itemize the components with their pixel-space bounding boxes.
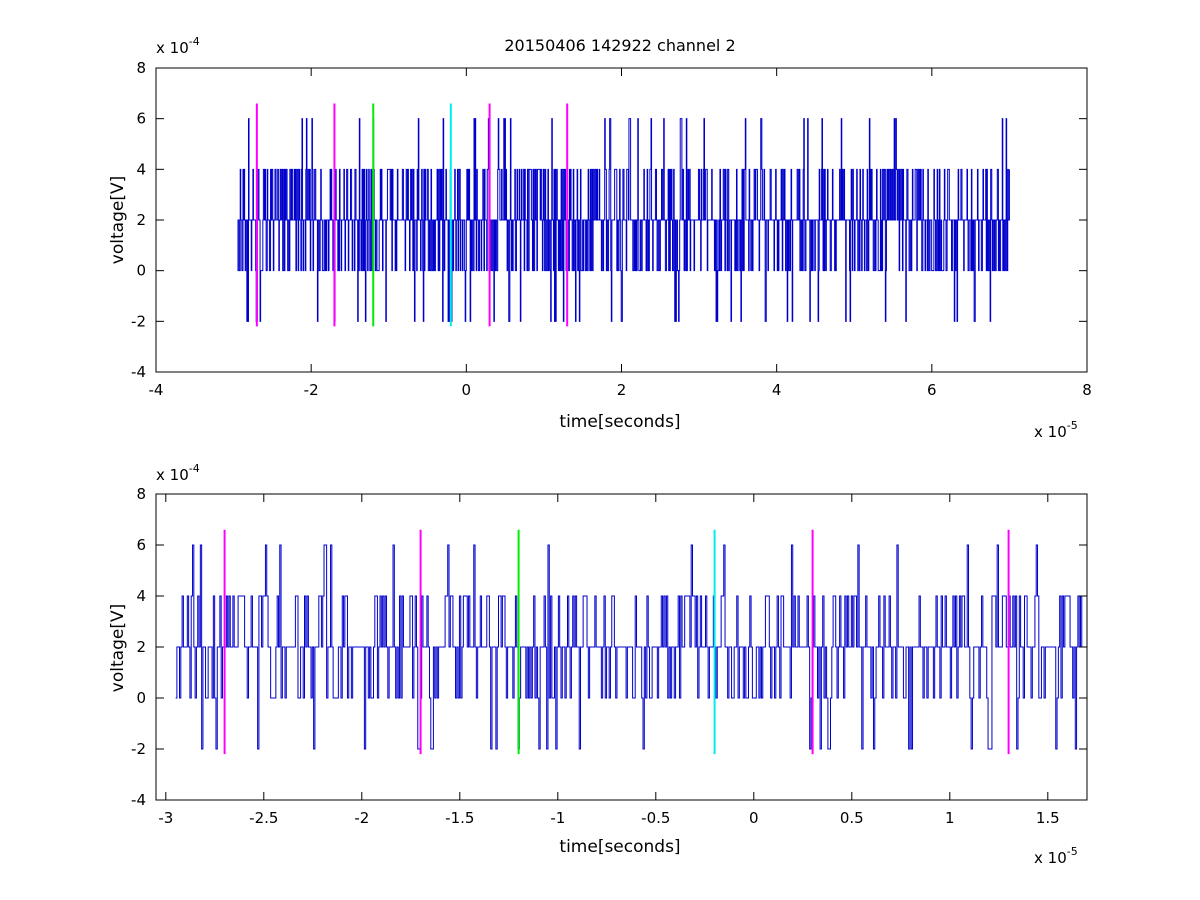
top-marker-layer [255,103,569,327]
top-y-tick-label: 8 [136,59,146,77]
bottom-x-tick-label: -3 [158,809,173,827]
bottom-x-tick-label: -2 [354,809,369,827]
bottom-y-exponent-base: x 10 [156,466,189,484]
bottom-y-tick-label: -2 [131,740,146,758]
top-y-tick-label: -4 [131,363,146,381]
bottom-y-exponent-power: -4 [189,462,200,475]
bottom-x-exponent-power: -5 [1067,845,1078,858]
top-tick-layer: -4 -2 0 2 4 6 8 -4 -2 0 2 4 6 8 [131,59,1092,399]
top-x-tick-label: 8 [1082,381,1092,399]
bottom-y-axis-label: voltage[V] [108,604,128,692]
bottom-x-tick-label: 0 [749,809,759,827]
top-y-tick-label: 2 [136,211,146,229]
bottom-x-tick-label: -0.5 [641,809,670,827]
bottom-x-exponent: x 10-5 [1034,845,1078,867]
top-y-exponent-base: x 10 [156,39,189,57]
bottom-y-tick-label: 6 [136,536,146,554]
bottom-marker-layer [223,529,1010,755]
top-x-exponent-base: x 10 [1034,423,1067,441]
top-y-tick-label: -2 [131,312,146,330]
top-y-axis-label: voltage[V] [108,176,128,264]
bottom-tick-layer: -3 -2.5 -2 -1.5 -1 -0.5 0 0.5 1 1.5 -4 -2 0 2 4 6 8 [131,485,1087,827]
bottom-subplot: -3 -2.5 -2 -1.5 -1 -0.5 0 0.5 1 1.5 -4 -2 0 2 4 6 8 time… [108,462,1088,867]
top-x-tick-label: 2 [617,381,627,399]
bottom-x-tick-label: -1 [550,809,565,827]
bottom-y-tick-label: 0 [136,689,146,707]
bottom-x-tick-label: 1 [945,809,955,827]
figure-title: 20150406 142922 channel 2 [504,36,735,55]
top-x-tick-label: -2 [304,381,319,399]
top-x-tick-label: -4 [149,381,164,399]
bottom-x-exponent-base: x 10 [1034,849,1067,867]
bottom-y-tick-label: 2 [136,638,146,656]
top-x-tick-label: 0 [462,381,472,399]
top-y-tick-label: 0 [136,262,146,280]
top-y-tick-label: 6 [136,110,146,128]
bottom-y-exponent: x 10-4 [156,462,200,484]
top-y-tick-label: 4 [136,160,146,178]
bottom-trace-layer [175,544,1087,750]
top-x-axis-label: time[seconds] [559,412,680,432]
top-x-tick-label: 6 [927,381,937,399]
top-trace-line [237,118,1010,322]
bottom-x-tick-label: 1.5 [1036,809,1060,827]
top-trace-layer [237,118,1010,322]
bottom-x-tick-label: 0.5 [840,809,864,827]
top-subplot: -4 -2 0 2 4 6 8 -4 -2 0 2 4 6 8 time[seconds] voltage… [108,35,1092,441]
top-x-exponent: x 10-5 [1034,419,1078,441]
top-x-exponent-power: -5 [1067,419,1078,432]
bottom-trace-line [175,544,1087,750]
bottom-x-axis-label: time[seconds] [559,837,680,857]
bottom-y-tick-label: -4 [131,791,146,809]
bottom-x-tick-label: -2.5 [249,809,278,827]
bottom-y-tick-label: 8 [136,485,146,503]
top-y-exponent-power: -4 [189,35,200,48]
bottom-x-tick-label: -1.5 [445,809,474,827]
bottom-y-tick-label: 4 [136,587,146,605]
top-y-exponent: x 10-4 [156,35,200,57]
top-x-tick-label: 4 [772,381,782,399]
